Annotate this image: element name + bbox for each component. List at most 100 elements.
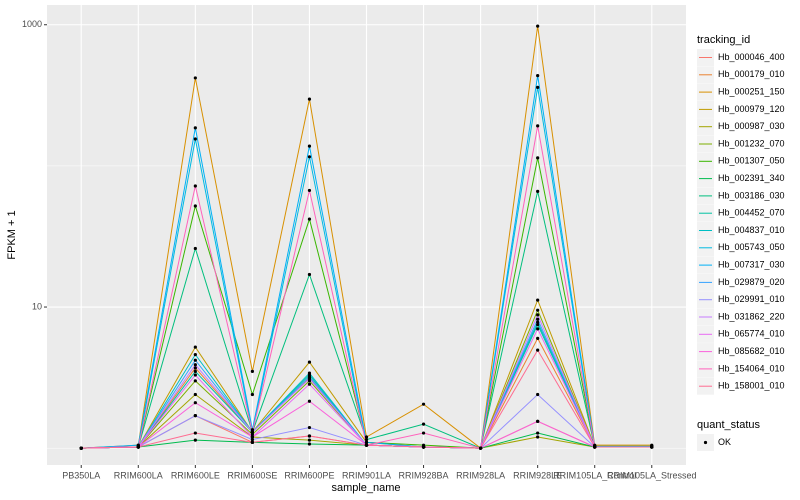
data-point (307, 155, 312, 159)
data-point (193, 438, 197, 442)
y-tick-label: 1000 (22, 19, 42, 29)
legend-point (703, 440, 708, 445)
legend-label: Hb_000251_150 (718, 86, 785, 96)
x-tick-label: RRIM600PE (284, 470, 334, 480)
data-point (250, 392, 254, 397)
x-tick-label: RRIM600LE (171, 470, 220, 480)
x-tick-label: RRIM928LE (513, 470, 562, 480)
x-tick-label: PB350LA (62, 470, 100, 480)
data-point (307, 217, 312, 221)
data-point (307, 425, 312, 430)
legend-label: Hb_004837_010 (718, 225, 785, 235)
data-point (193, 358, 197, 362)
data-point (307, 188, 312, 193)
data-point (536, 323, 540, 327)
legend-label: Hb_029991_010 (718, 294, 785, 304)
x-axis-title: sample_name (331, 482, 400, 494)
data-point (536, 24, 540, 28)
points (79, 24, 654, 450)
legend-label: Hb_154064_010 (718, 363, 785, 373)
data-point (250, 440, 254, 444)
data-point (193, 345, 197, 349)
data-point (421, 422, 426, 426)
legend-label: Hb_029879_020 (718, 277, 785, 287)
axes: 10 1000 PB350LA RRIM600LA RRIM600LE RRIM600SE… (22, 19, 697, 480)
data-point (136, 445, 140, 449)
data-point (193, 76, 197, 80)
data-point (536, 392, 540, 397)
data-point (193, 369, 197, 373)
legend-label: Hb_007317_030 (718, 259, 785, 269)
data-point (193, 366, 197, 370)
x-tick-label: RRIM928LA (456, 470, 505, 480)
data-point (250, 430, 254, 434)
data-point (307, 442, 312, 446)
data-point (536, 74, 540, 78)
data-point (650, 445, 654, 449)
data-point (536, 298, 540, 302)
legend-label: Hb_031862_220 (718, 311, 785, 321)
legend-label: Hb_005743_050 (718, 242, 785, 252)
data-point (307, 144, 312, 148)
data-point (193, 353, 197, 357)
data-point (536, 336, 540, 340)
legend-label: Hb_001307_050 (718, 156, 785, 166)
x-tick-label: RRIM901LA (342, 470, 391, 480)
legend-label: Hb_000987_030 (718, 121, 785, 131)
data-point (536, 320, 540, 324)
legend-label: Hb_000046_400 (718, 52, 785, 62)
data-point (250, 432, 254, 437)
data-point (193, 431, 197, 435)
data-point (193, 126, 197, 130)
data-point (307, 272, 312, 277)
legend-label: Hb_000979_120 (718, 104, 785, 114)
legend-label: Hb_158001_010 (718, 381, 785, 391)
x-tick-label: RRIM105LA_Control (553, 470, 636, 480)
data-point (250, 369, 254, 373)
data-point (536, 327, 540, 331)
data-point (536, 124, 540, 128)
data-point (307, 434, 312, 438)
data-point (536, 431, 540, 435)
data-point (536, 419, 540, 423)
data-point (79, 446, 83, 450)
legend-label: OK (718, 437, 731, 447)
data-point (193, 379, 197, 383)
legend: tracking_id Hb_000046_400 Hb_000179_010 Hb_… (697, 34, 785, 451)
data-point (307, 438, 312, 442)
data-point (421, 431, 426, 435)
legend-label: Hb_001232_070 (718, 138, 785, 148)
data-point (536, 317, 540, 321)
data-point (250, 438, 254, 442)
data-point (307, 399, 312, 403)
shape-legend-title: quant_status (697, 419, 760, 431)
data-point (479, 446, 483, 450)
data-point (193, 414, 197, 418)
data-point (307, 371, 312, 375)
x-tick-label: RRIM105LA_Stressed (607, 470, 697, 480)
x-tick-label: RRIM928BA (399, 470, 449, 480)
data-point (193, 246, 197, 251)
data-point (536, 189, 540, 193)
data-point (250, 435, 254, 439)
data-point (593, 445, 597, 449)
data-point (536, 435, 540, 439)
data-point (536, 156, 540, 160)
data-point (307, 382, 312, 386)
legend-title: tracking_id (697, 34, 750, 46)
data-point (193, 137, 197, 141)
data-point (364, 438, 369, 442)
data-point (193, 204, 197, 208)
data-point (193, 401, 197, 405)
data-point (307, 377, 312, 381)
data-point (193, 184, 197, 188)
legend-label: Hb_085682_010 (718, 346, 785, 356)
grid (47, 5, 686, 465)
legend-label: Hb_065774_010 (718, 329, 785, 339)
data-point (193, 392, 197, 397)
y-axis-title: FPKM + 1 (6, 210, 18, 259)
data-point (421, 445, 426, 449)
data-point (364, 443, 369, 447)
data-point (536, 308, 540, 312)
